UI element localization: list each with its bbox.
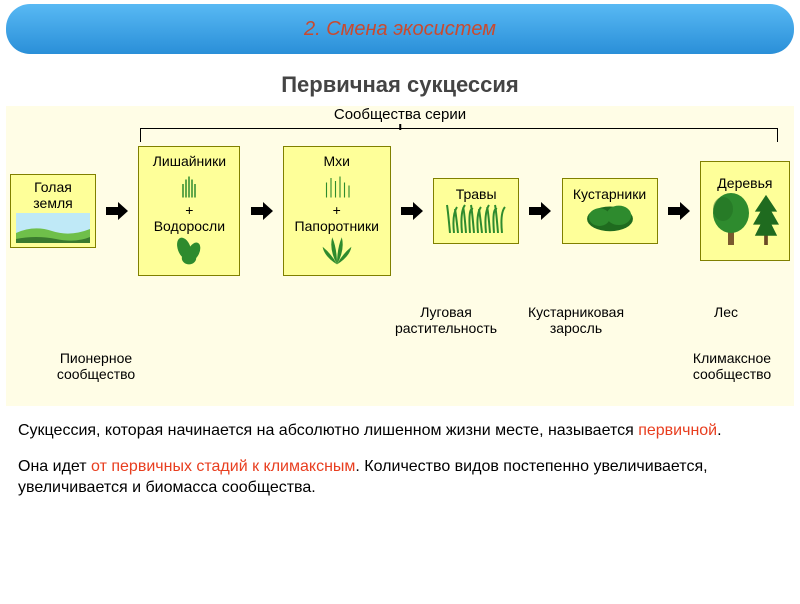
label-pioneer: Пионерноесообщество: [36, 350, 156, 382]
stage-label: Кустарники: [573, 186, 646, 202]
p1-text-a: Сукцессия, которая начинается на абсолют…: [18, 422, 638, 439]
stage-box-tree: Деревья: [700, 161, 790, 261]
stage-label: Лишайники: [153, 153, 226, 169]
p1-highlight: первичной: [638, 422, 717, 439]
subtitle-text: Первичная сукцессия: [281, 72, 519, 97]
tree-icons: [711, 191, 779, 247]
arrow-icon: [106, 202, 128, 220]
stages-row: Голая земляЛишайники+ВодорослиМхи+Папоро…: [6, 146, 794, 276]
caption-thicket: Кустарниковаязаросль: [516, 304, 636, 336]
section-banner: 2. Смена экосистем: [6, 4, 794, 54]
stage-label: Деревья: [717, 175, 772, 191]
stage-label: Голая земля: [15, 179, 91, 211]
paragraph-2: Она идет от первичных стадий к климаксны…: [18, 456, 782, 499]
shrub-icon: [572, 203, 648, 236]
succession-diagram: Сообщества серии Голая земляЛишайники+Во…: [6, 106, 794, 406]
stage-box-grass: Травы: [433, 178, 519, 244]
landscape-icon: [16, 213, 90, 243]
subtitle: Первичная сукцессия: [0, 72, 800, 98]
stage-label: Папоротники: [295, 218, 379, 234]
stage-box-bare: Голая земля: [10, 174, 96, 248]
stage-box-lichen: Лишайники +Водоросли: [138, 146, 240, 276]
kelp-icon: [170, 234, 208, 269]
banner-text: 2. Смена экосистем: [304, 18, 496, 41]
stage-label: Мхи: [324, 153, 350, 169]
fern-icon: [318, 234, 356, 269]
plus-label: +: [185, 202, 193, 218]
series-label: Сообщества серии: [6, 106, 794, 123]
caption-forest: Лес: [686, 304, 766, 320]
grass-icon: [443, 203, 509, 236]
p2-text-a: Она идет: [18, 458, 91, 475]
stage-box-shrub: Кустарники: [562, 178, 658, 244]
arrow-icon: [529, 202, 551, 220]
stage-box-moss: Мхи +Папоротники: [283, 146, 391, 276]
stage-label: Травы: [456, 186, 497, 202]
caption-meadow: Луговаярастительность: [386, 304, 506, 336]
label-climax: Климаксноесообщество: [672, 350, 792, 382]
plus-label: +: [333, 202, 341, 218]
p1-text-c: .: [717, 422, 721, 439]
p2-highlight: от первичных стадий к климаксным: [91, 458, 355, 475]
paragraph-1: Сукцессия, которая начинается на абсолют…: [18, 420, 782, 442]
moss-icon: [318, 169, 356, 202]
arrow-icon: [251, 202, 273, 220]
stage-label: Водоросли: [154, 218, 225, 234]
arrow-icon: [668, 202, 690, 220]
reed-icon: [170, 169, 208, 202]
series-bracket: [140, 128, 778, 142]
arrow-icon: [401, 202, 423, 220]
